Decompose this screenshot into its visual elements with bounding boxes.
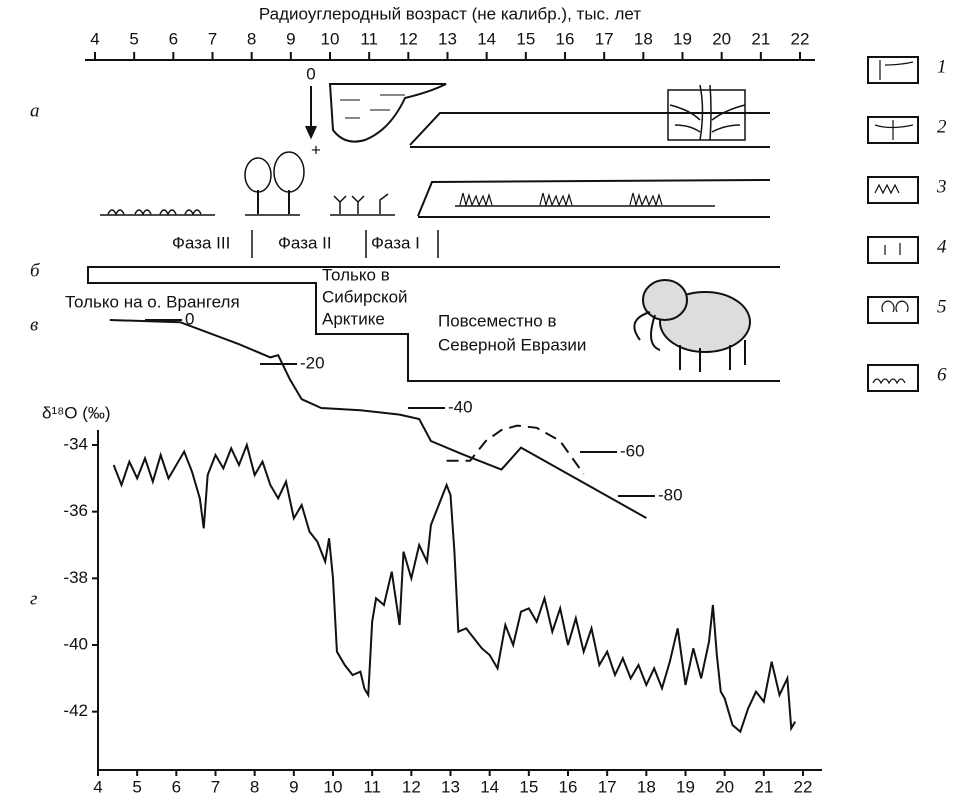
top-tick-label: 11 xyxy=(360,29,378,48)
legend-number: 2 xyxy=(937,116,947,137)
x-tick-label: 8 xyxy=(250,777,259,796)
depth-label: 0 xyxy=(185,309,194,328)
range-label: Только на о. Врангеля xyxy=(65,292,240,311)
top-axis-title: Радиоуглеродный возраст (не калибр.), ты… xyxy=(259,4,641,23)
top-tick-label: 21 xyxy=(751,29,770,48)
legend-number: 4 xyxy=(937,236,947,257)
legend-number: 1 xyxy=(937,56,947,77)
depth-label: -20 xyxy=(300,353,325,372)
depth-label: -60 xyxy=(620,441,645,460)
top-tick-label: 8 xyxy=(247,29,256,48)
panel-a: 0 + Фаза III Фаза II Фаза I xyxy=(100,64,770,258)
top-tick-label: 13 xyxy=(438,29,457,48)
mammoth-icon xyxy=(634,280,750,372)
x-tick-label: 21 xyxy=(754,777,773,796)
y-tick-label: -36 xyxy=(63,501,88,520)
top-tick-label: 15 xyxy=(516,29,535,48)
data-line xyxy=(114,445,796,732)
legend-number: 5 xyxy=(937,296,947,317)
x-tick-label: 4 xyxy=(93,777,102,796)
panel-b: Только на о. Врангеля Только в Сибирской… xyxy=(65,265,780,381)
x-tick-label: 13 xyxy=(441,777,460,796)
x-tick-label: 6 xyxy=(172,777,181,796)
top-tick-label: 7 xyxy=(208,29,217,48)
figure: Радиоуглеродный возраст (не калибр.), ты… xyxy=(0,0,957,801)
x-tick-label: 12 xyxy=(402,777,421,796)
depth-label: -40 xyxy=(448,397,473,416)
top-tick-label: 9 xyxy=(286,29,295,48)
top-tick-label: 19 xyxy=(673,29,692,48)
panel-label: г xyxy=(30,588,37,609)
top-tick-label: 22 xyxy=(791,29,810,48)
phase-label: Фаза II xyxy=(278,233,332,252)
range-label: Сибирской xyxy=(322,287,408,306)
phase-label: Фаза III xyxy=(172,233,230,252)
top-tick-label: 17 xyxy=(595,29,614,48)
panel-label: б xyxy=(30,260,41,281)
data-line xyxy=(447,426,584,474)
top-tick-label: 5 xyxy=(129,29,138,48)
x-tick-label: 17 xyxy=(598,777,617,796)
x-tick-label: 22 xyxy=(794,777,813,796)
x-tick-label: 20 xyxy=(715,777,734,796)
y-tick-label: -42 xyxy=(63,701,88,720)
phase-label: Фаза I xyxy=(371,233,420,252)
x-tick-label: 19 xyxy=(676,777,695,796)
top-tick-label: 18 xyxy=(634,29,653,48)
x-tick-label: 11 xyxy=(363,777,381,796)
x-tick-label: 15 xyxy=(519,777,538,796)
lake-mark: 0 xyxy=(306,64,315,83)
top-tick-label: 4 xyxy=(90,29,99,48)
x-tick-label: 18 xyxy=(637,777,656,796)
y-tick-label: -38 xyxy=(63,568,88,587)
top-tick-label: 16 xyxy=(556,29,575,48)
x-tick-label: 14 xyxy=(480,777,499,796)
depth-label: -80 xyxy=(658,485,683,504)
top-tick-label: 12 xyxy=(399,29,418,48)
legend-number: 3 xyxy=(936,176,947,197)
y-tick-label: -34 xyxy=(63,434,88,453)
x-tick-label: 16 xyxy=(559,777,578,796)
lake-mark: + xyxy=(311,140,321,159)
top-tick-label: 14 xyxy=(477,29,496,48)
x-tick-label: 5 xyxy=(132,777,141,796)
panel-label: в xyxy=(30,314,38,335)
y-tick-label: -40 xyxy=(63,634,88,653)
top-tick-label: 6 xyxy=(169,29,178,48)
range-label: Повсеместно в xyxy=(438,311,557,330)
range-label: Северной Евразии xyxy=(438,335,586,354)
x-tick-label: 7 xyxy=(211,777,220,796)
range-label: Только в xyxy=(322,265,390,284)
top-tick-label: 10 xyxy=(321,29,340,48)
y-axis-title: δ¹⁸O (‰) xyxy=(42,403,111,422)
range-label: Арктике xyxy=(322,309,385,328)
panel-label: а xyxy=(30,100,40,121)
x-tick-label: 10 xyxy=(324,777,343,796)
panel-labels: а б в г xyxy=(30,100,41,609)
legend-number: 6 xyxy=(937,364,947,385)
legend: 1 2 3 4 5 6 xyxy=(868,56,947,391)
top-tick-label: 20 xyxy=(712,29,731,48)
x-tick-label: 9 xyxy=(289,777,298,796)
